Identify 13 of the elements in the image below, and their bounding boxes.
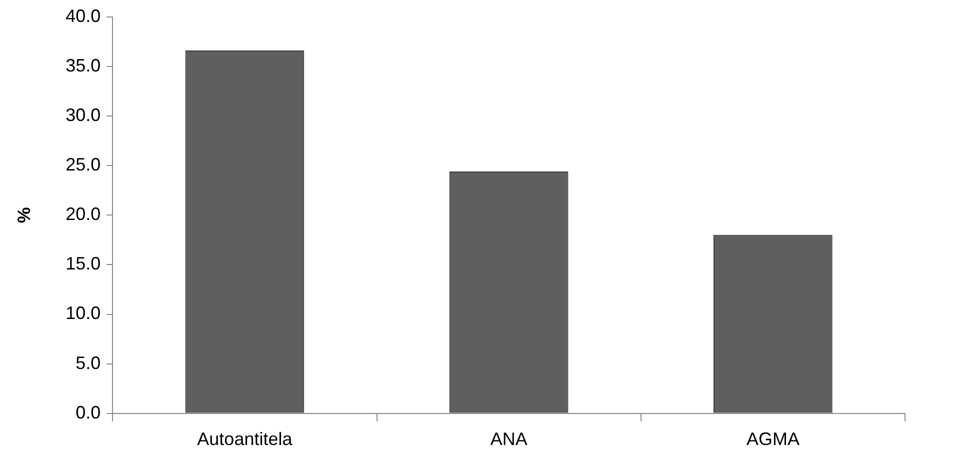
- x-tick-label: ANA: [490, 429, 528, 450]
- y-tick-label: 25.0: [66, 154, 101, 174]
- y-tick-label: 40.0: [66, 6, 101, 26]
- y-tick-label: 35.0: [66, 55, 101, 76]
- x-tick-label: AGMA: [746, 429, 800, 450]
- y-tick-label: 0.0: [76, 402, 101, 422]
- y-tick-label: 5.0: [76, 352, 101, 373]
- y-tick-label: 10.0: [66, 303, 101, 324]
- y-tick-label: 20.0: [66, 204, 101, 224]
- y-axis-title: %: [14, 207, 34, 224]
- y-tick-label: 15.0: [66, 254, 101, 274]
- y-tick-label: 30.0: [66, 104, 101, 125]
- x-tick-label: Autoantitela: [197, 429, 294, 450]
